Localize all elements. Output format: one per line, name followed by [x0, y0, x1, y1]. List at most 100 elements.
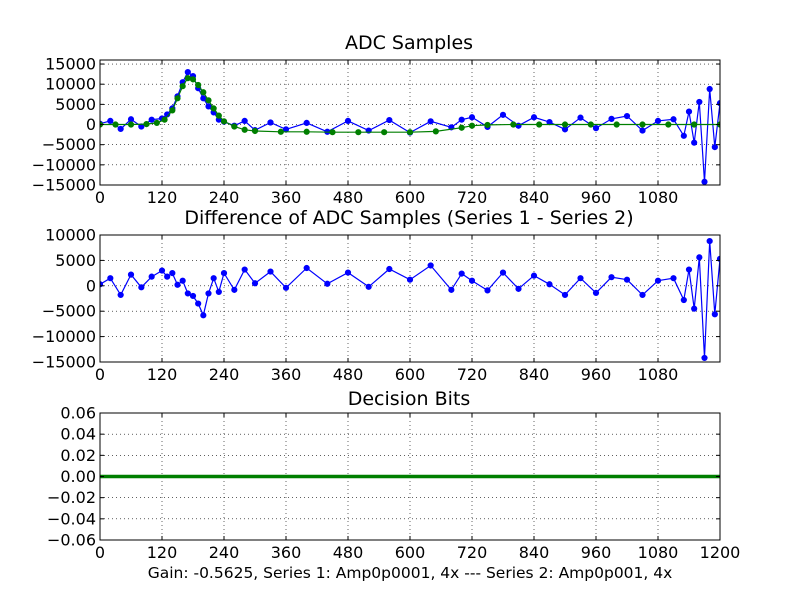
x-tick-label: 360 [271, 188, 302, 207]
data-point [680, 132, 687, 139]
x-tick-label: 0 [95, 188, 105, 207]
y-tick-label: −15000 [32, 353, 96, 372]
data-point [127, 271, 135, 278]
data-point [112, 121, 119, 128]
x-tick-label: 840 [519, 365, 550, 384]
data-point [691, 121, 698, 128]
data-point [530, 114, 538, 121]
data-point [107, 275, 114, 282]
y-tick-label: 5000 [55, 95, 96, 114]
data-point [711, 311, 718, 318]
data-point [251, 127, 259, 135]
data-point [458, 116, 465, 123]
data-point [174, 281, 181, 288]
data-point [344, 117, 352, 124]
data-point [680, 296, 687, 304]
data-point [179, 277, 186, 284]
figure-xlabel: Gain: -0.5625, Series 1: Amp0p0001, 4x -… [148, 564, 673, 582]
difference-panel: Difference of ADC Samples (Series 1 - Se… [32, 207, 721, 384]
panel-title: Decision Bits [348, 388, 471, 410]
x-tick-label: 0 [95, 365, 105, 384]
y-tick-label: 15000 [45, 55, 96, 74]
data-point [231, 286, 238, 293]
y-tick-label: −5000 [42, 135, 96, 154]
data-point [184, 290, 191, 297]
y-tick-label: 10000 [45, 75, 96, 94]
data-point [706, 85, 713, 93]
data-point [639, 127, 646, 134]
data-point [484, 121, 491, 129]
y-tick-label: −0.02 [47, 488, 96, 507]
x-tick-label: 120 [147, 543, 178, 562]
y-tick-label: 0.00 [60, 467, 96, 486]
data-point [143, 121, 150, 128]
y-tick-label: 10000 [45, 226, 96, 245]
data-point [639, 121, 646, 128]
x-tick-label: 240 [209, 543, 240, 562]
series-1 [100, 68, 720, 185]
data-point [458, 124, 465, 131]
x-tick-label: 240 [209, 365, 240, 384]
panel-title: Difference of ADC Samples (Series 1 - Se… [184, 207, 633, 229]
x-tick-label: 840 [519, 543, 550, 562]
data-point [515, 285, 522, 292]
data-point [613, 121, 620, 128]
x-tick-label: 600 [395, 365, 426, 384]
data-point [608, 115, 615, 122]
y-tick-label: 0 [86, 276, 96, 295]
data-point [127, 116, 135, 123]
data-point [205, 290, 212, 297]
data-point [324, 280, 331, 287]
data-point [184, 75, 191, 82]
data-point [406, 276, 414, 283]
x-tick-label: 960 [581, 365, 612, 384]
adc-samples-panel: ADC Samples 0 120 240 360 480 600 720 840 960 108… [32, 32, 721, 207]
x-tick-label: 1080 [638, 365, 679, 384]
x-tick-label: 480 [333, 543, 364, 562]
x-tick-label: 120 [147, 365, 178, 384]
panel-title: ADC Samples [345, 32, 473, 54]
data-point [608, 274, 615, 281]
y-tick-label: 0.06 [60, 404, 96, 423]
data-point [432, 128, 439, 135]
data-point [706, 237, 713, 245]
data-point [267, 268, 274, 275]
data-point [153, 119, 160, 127]
data-point [117, 125, 124, 133]
y-tick-label: 0.04 [60, 425, 96, 444]
series-2 [100, 75, 720, 136]
data-point [670, 116, 677, 123]
y-tick-label: −0.04 [47, 509, 96, 528]
data-point [148, 116, 155, 123]
data-point [161, 116, 168, 123]
data-point [691, 305, 698, 312]
data-point [665, 121, 672, 128]
data-point [200, 89, 207, 96]
data-point [355, 129, 362, 136]
data-point [448, 286, 455, 293]
data-point [205, 97, 212, 104]
data-point [117, 291, 124, 299]
data-point [696, 98, 703, 106]
data-point [654, 117, 662, 124]
data-point [329, 129, 336, 136]
y-tick-label: −10000 [32, 155, 96, 174]
data-point [577, 275, 584, 282]
data-point [195, 300, 202, 307]
data-point [587, 121, 594, 128]
data-point [184, 68, 191, 76]
data-point [148, 273, 155, 280]
data-point [169, 270, 176, 277]
x-tick-label: 960 [581, 188, 612, 207]
data-point [215, 288, 222, 295]
x-tick-label: 600 [395, 188, 426, 207]
data-point [179, 83, 186, 90]
data-point [303, 264, 310, 272]
data-point [685, 108, 693, 115]
data-point [220, 118, 228, 125]
data-point [267, 119, 274, 126]
data-point [458, 270, 465, 277]
data-point [577, 114, 584, 121]
y-tick-label: 5000 [55, 251, 96, 270]
data-point [468, 277, 476, 284]
